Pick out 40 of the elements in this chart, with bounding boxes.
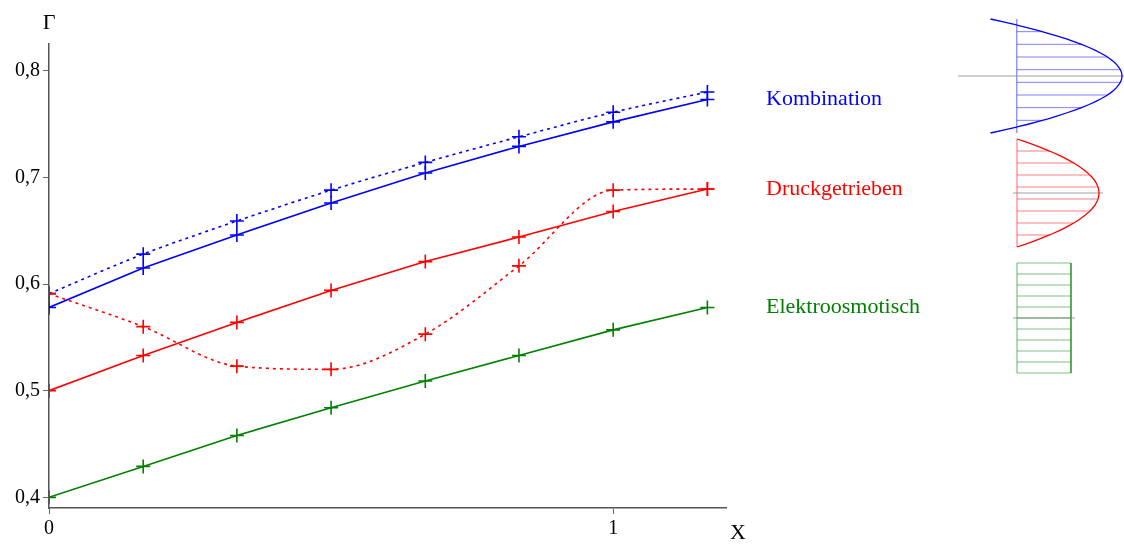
point	[699, 299, 716, 316]
point	[229, 213, 245, 229]
y-tick-label: 0,4	[15, 484, 40, 507]
point	[511, 129, 527, 145]
y-tick-label: 0,6	[15, 271, 40, 294]
point	[323, 399, 339, 416]
point	[135, 458, 152, 475]
point	[417, 154, 434, 171]
point	[605, 322, 621, 338]
point	[417, 326, 434, 342]
y-tick-label: 0,7	[15, 164, 40, 187]
point	[135, 347, 152, 364]
point	[229, 427, 245, 444]
text: Elektroosmotisch	[766, 293, 920, 319]
point	[605, 182, 621, 198]
point	[511, 229, 527, 245]
point	[511, 347, 527, 364]
text: Druckgetrieben	[766, 174, 903, 200]
point	[605, 104, 621, 121]
point	[229, 358, 245, 374]
y-tick-label: 0,8	[15, 57, 40, 80]
point	[135, 318, 152, 335]
point	[229, 314, 245, 331]
text: Kombination	[766, 85, 883, 111]
point	[229, 227, 245, 243]
point	[323, 282, 339, 299]
y-tick-label: 0,5	[15, 377, 40, 400]
point	[511, 258, 527, 274]
x-tick-label: 0	[44, 516, 54, 539]
point	[605, 203, 621, 220]
x-tick-label: 1	[608, 516, 619, 539]
point	[135, 260, 152, 276]
point	[417, 373, 434, 389]
point	[135, 246, 152, 262]
point	[323, 195, 339, 211]
point	[323, 182, 339, 198]
point	[323, 361, 339, 378]
point	[417, 253, 434, 270]
y-axis-title: Γ	[42, 8, 56, 34]
x-axis-title: X	[730, 518, 746, 544]
